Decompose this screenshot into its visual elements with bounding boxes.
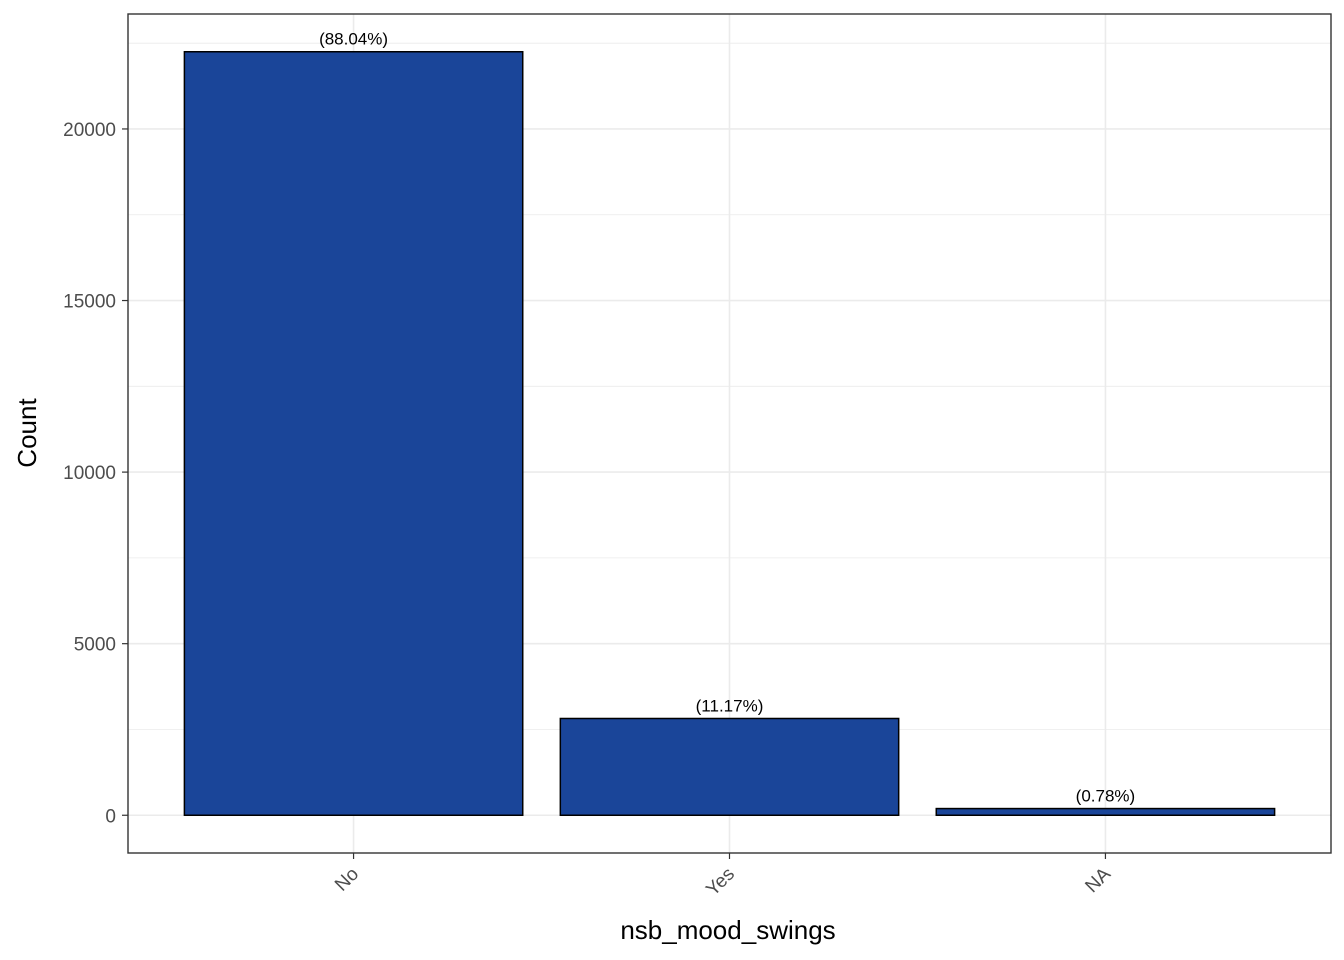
data-label-na: (0.78%): [1076, 787, 1136, 806]
bar-no: [183, 50, 524, 817]
bars: [183, 50, 1276, 817]
y-tick-label: 20000: [63, 120, 116, 141]
bar-yes: [559, 717, 900, 817]
y-tick-label: 15000: [63, 292, 116, 313]
y-tick-label: 5000: [74, 635, 116, 656]
y-axis-title: Count: [12, 398, 42, 468]
data-label-no: (88.04%): [319, 30, 388, 49]
y-tick-label: 0: [105, 806, 116, 827]
bar-na: [935, 807, 1276, 817]
data-labels: (88.04%) (11.17%) (0.78%): [319, 30, 1135, 806]
y-tick-label: 10000: [63, 463, 116, 484]
x-axis-title: nsb_mood_swings: [620, 915, 835, 945]
data-label-yes: (11.17%): [696, 696, 764, 715]
y-axis: 0 5000 10000 15000 20000: [63, 120, 128, 827]
